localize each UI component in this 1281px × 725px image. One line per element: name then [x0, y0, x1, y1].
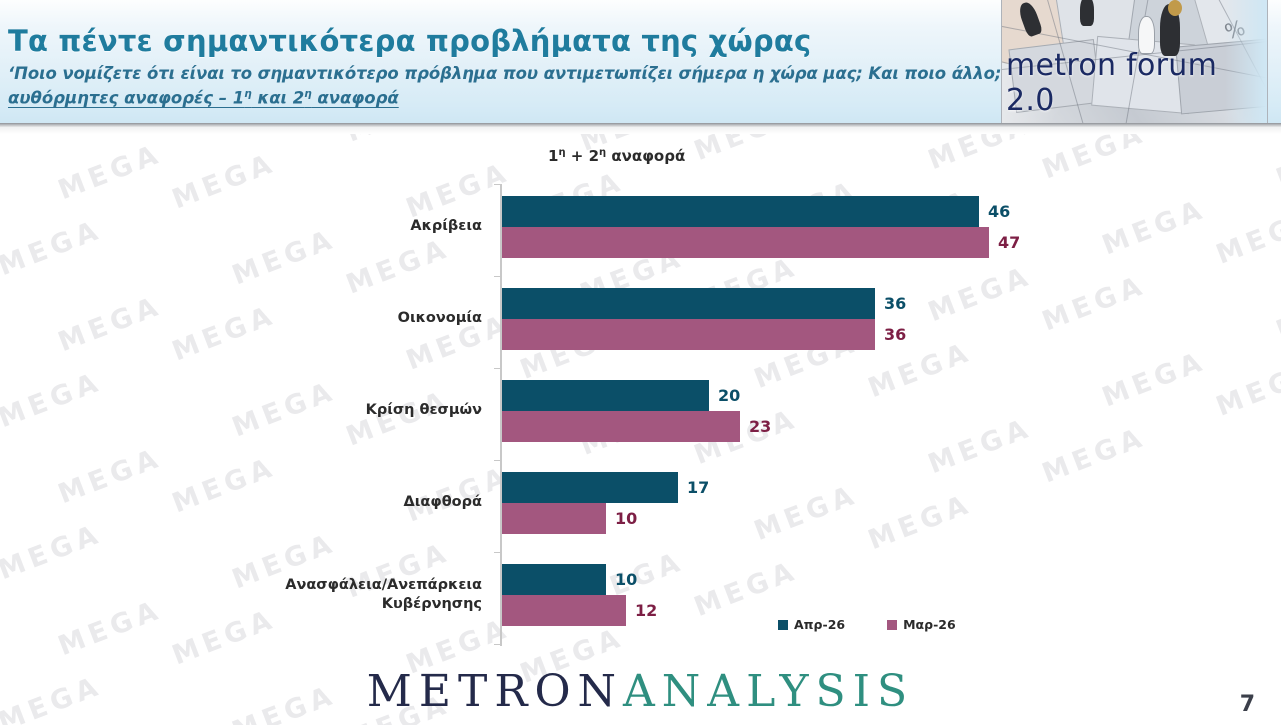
- metron-analysis-logo: METRONANALYSIS: [0, 666, 1281, 717]
- category-label: Κρίση θεσμών: [365, 402, 482, 418]
- bar-value-label: 46: [988, 202, 1011, 221]
- axis-tick: [494, 644, 500, 645]
- logo-figure-head: [1168, 0, 1182, 16]
- category-label: Διαφθορά: [403, 494, 482, 510]
- header-divider-shadow: [0, 127, 1281, 134]
- bar-group: Κρίση θεσμών 20 23: [366, 380, 1020, 442]
- plot-area: Ακρίβεια 46 47 Οικονομία 36 36 Κρίση θεσμών 20 2…: [285, 184, 1021, 646]
- methodology-mid: και 2: [251, 88, 305, 108]
- bar: [502, 196, 979, 227]
- bar: [502, 411, 740, 442]
- chart-title: 1η + 2η αναφορά: [548, 147, 685, 165]
- bar: [502, 503, 606, 534]
- chart-title-mid: + 2: [565, 147, 600, 165]
- bar-group: Ακρίβεια 46 47: [410, 196, 1021, 258]
- page-title: Τα πέντε σημαντικότερα προβλήματα της χώ…: [8, 24, 812, 58]
- category-label: Οικονομία: [397, 310, 482, 326]
- question-text: ‘Ποιο νομίζετε ότι είναι το σημαντικότερ…: [8, 64, 1007, 83]
- bar-value-label: 23: [749, 417, 772, 436]
- chart-legend: Απρ-26 Μαρ-26: [778, 617, 956, 632]
- methodology-post: αναφορά: [311, 88, 399, 108]
- header-divider: [0, 123, 1281, 127]
- logo-edge-fade: [1225, 0, 1267, 123]
- bar: [502, 380, 709, 411]
- logo-figure: [1080, 0, 1094, 26]
- metron-forum-logo: % metron forum 2.0: [1001, 0, 1268, 123]
- bar: [502, 595, 626, 626]
- methodology-note: αυθόρμητες αναφορές – 1η και 2η αναφορά: [8, 88, 399, 108]
- bar: [502, 288, 875, 319]
- bar: [502, 472, 678, 503]
- bar-value-label: 47: [998, 233, 1021, 252]
- bar-value-label: 12: [635, 601, 658, 620]
- bar-group: Διαφθορά 17 10: [404, 472, 1020, 534]
- bar: [502, 227, 989, 258]
- legend-label: Απρ-26: [794, 617, 846, 632]
- chart-title-sup-1: η: [558, 147, 566, 158]
- chart-title-pre: 1: [548, 147, 559, 165]
- bar-value-label: 10: [615, 570, 638, 589]
- axis-tick: [494, 368, 500, 369]
- value-axis: [500, 184, 502, 646]
- bar-value-label: 36: [884, 325, 907, 344]
- category-label: Ακρίβεια: [410, 218, 482, 234]
- bar-group: Οικονομία 36 36: [398, 288, 1020, 350]
- footer-logo-analysis: ANALYSIS: [623, 666, 915, 717]
- footer-logo-metron: METRON: [366, 666, 624, 717]
- bar-value-label: 20: [718, 386, 741, 405]
- bar-group: Ανασφάλεια/Ανεπάρκεια Κυβέρνησης 10 12: [285, 564, 1020, 626]
- bar: [502, 319, 875, 350]
- axis-tick: [494, 552, 500, 553]
- methodology-sup-1: η: [244, 88, 252, 100]
- legend-swatch: [887, 619, 898, 630]
- bar-value-label: 17: [687, 478, 710, 497]
- logo-figure: [1138, 16, 1155, 54]
- axis-tick: [494, 184, 500, 185]
- logo-figure: [1160, 4, 1180, 56]
- bar-value-label: 10: [615, 509, 638, 528]
- axis-tick: [494, 460, 500, 461]
- page-number: 7: [1239, 692, 1255, 717]
- chart-title-post: αναφορά: [606, 147, 686, 165]
- logo-wordmark: metron forum 2.0: [1006, 48, 1218, 118]
- bar-chart: 1η + 2η αναφορά Ακρίβεια 46 47 Οικονομία 36 3…: [0, 134, 1281, 654]
- legend-swatch: [778, 619, 788, 630]
- legend-label: Μαρ-26: [903, 617, 956, 632]
- category-label: Ανασφάλεια/Ανεπάρκεια Κυβέρνησης: [285, 577, 482, 612]
- legend-item[interactable]: Απρ-26: [778, 617, 845, 632]
- chart-title-sup-2: η: [599, 147, 607, 158]
- methodology-sup-2: η: [304, 88, 312, 100]
- bar: [502, 564, 606, 595]
- axis-tick: [494, 276, 500, 277]
- methodology-pre: αυθόρμητες αναφορές – 1: [8, 88, 245, 108]
- legend-item[interactable]: Μαρ-26: [887, 617, 956, 632]
- bar-value-label: 36: [884, 294, 907, 313]
